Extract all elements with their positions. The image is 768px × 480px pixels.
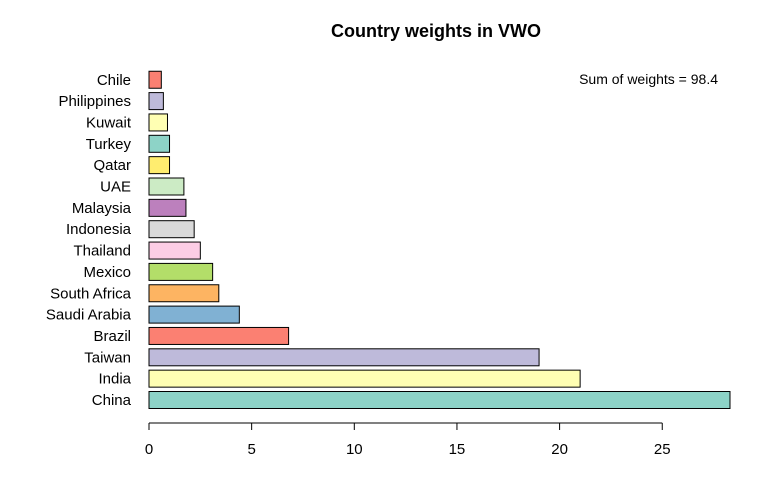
category-label-turkey: Turkey	[86, 136, 132, 153]
bar-turkey	[148, 134, 171, 153]
x-tick-label-10: 10	[346, 441, 363, 458]
category-label-south-africa: South Africa	[50, 285, 132, 302]
x-tick-label-15: 15	[449, 441, 466, 458]
category-label-india: India	[98, 371, 131, 388]
bar-uae	[148, 177, 185, 196]
category-label-saudi-arabia: Saudi Arabia	[46, 307, 132, 324]
x-axis: 0 5 10 15 20 25	[145, 422, 671, 458]
x-tick-label-5: 5	[247, 441, 255, 458]
bar-taiwan	[148, 348, 540, 367]
bar-brazil	[148, 326, 290, 345]
bar-thailand	[148, 241, 201, 260]
bar-chile	[148, 70, 162, 89]
category-label-qatar: Qatar	[93, 157, 131, 174]
bars-group	[148, 70, 731, 409]
bar-south-africa	[148, 284, 220, 303]
bar-malaysia	[148, 198, 187, 217]
sum-annotation: Sum of weights = 98.4	[579, 71, 718, 87]
x-tick-label-0: 0	[145, 441, 153, 458]
bar-kuwait	[148, 113, 168, 132]
x-tick-label-25: 25	[654, 441, 671, 458]
category-label-thailand: Thailand	[73, 243, 131, 260]
category-label-philippines: Philippines	[58, 93, 131, 110]
bar-philippines	[148, 92, 164, 111]
category-label-kuwait: Kuwait	[86, 114, 132, 131]
category-label-china: China	[92, 392, 132, 409]
bar-india	[148, 369, 581, 388]
category-label-indonesia: Indonesia	[66, 221, 132, 238]
category-label-taiwan: Taiwan	[84, 349, 131, 366]
category-label-chile: Chile	[97, 72, 131, 89]
bar-qatar	[148, 156, 171, 175]
category-label-malaysia: Malaysia	[72, 200, 132, 217]
bar-indonesia	[148, 220, 195, 239]
x-tick-label-20: 20	[551, 441, 568, 458]
category-label-mexico: Mexico	[83, 264, 131, 281]
chart-title: Country weights in VWO	[331, 21, 541, 41]
bar-saudi-arabia	[148, 305, 240, 324]
bar-china	[148, 391, 731, 409]
bar-mexico	[148, 262, 214, 281]
category-labels: China India Taiwan Brazil Saudi Arabia South …	[46, 72, 132, 409]
category-label-uae: UAE	[100, 179, 131, 196]
category-label-brazil: Brazil	[93, 328, 131, 345]
